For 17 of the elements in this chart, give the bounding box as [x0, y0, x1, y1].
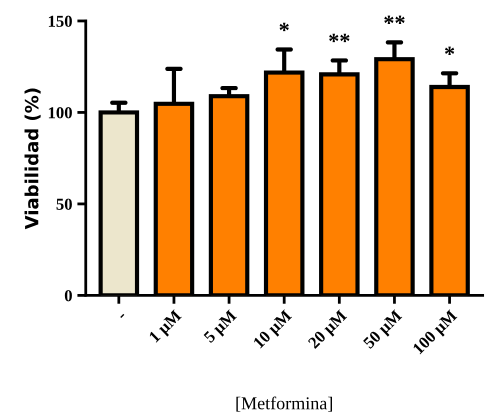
y-axis-title: Viabilidad (%): [24, 88, 41, 230]
annotation: **: [329, 34, 350, 42]
y-tick-label: 100: [48, 107, 72, 118]
annotation: *: [444, 46, 454, 55]
x-axis-title: [Metformina]: [236, 396, 332, 412]
y-tick-label: 0: [64, 290, 72, 302]
y-tick-label: 50: [56, 198, 72, 210]
x-tick-label: 50 µM: [362, 309, 405, 352]
x-tick-label: 5 µM: [203, 309, 240, 346]
annotation: *: [280, 22, 289, 32]
x-tick-label: 20 µM: [308, 309, 350, 352]
y-tick-label: 150: [48, 16, 72, 27]
x-tick-label: 100 µM: [412, 309, 460, 357]
x-tick-label: 1 µM: [148, 309, 184, 346]
annotation: **: [384, 16, 405, 24]
x-tick-label: -: [120, 314, 124, 318]
x-tick-label: 10 µM: [252, 309, 295, 351]
